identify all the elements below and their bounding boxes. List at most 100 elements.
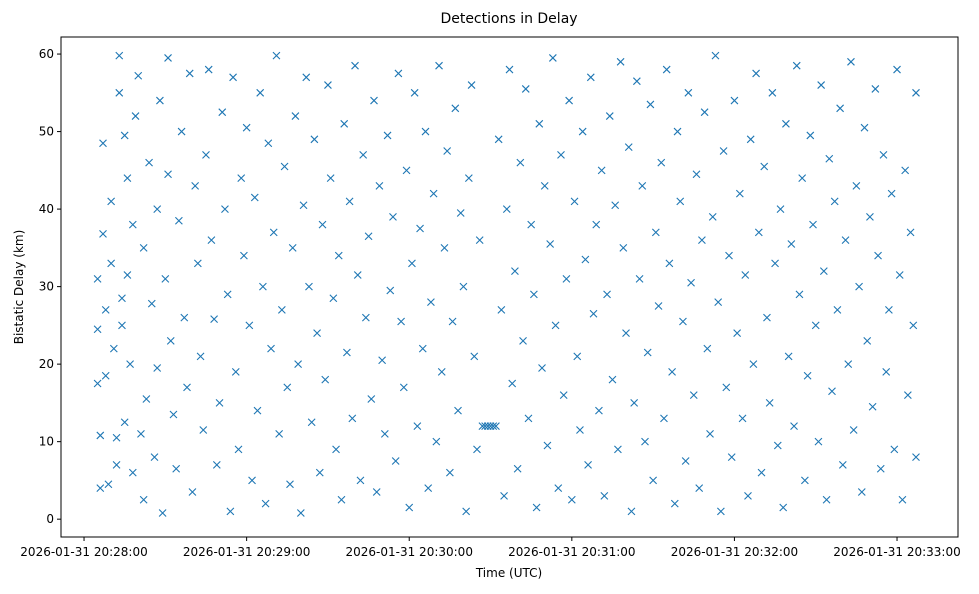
data-point <box>164 54 172 62</box>
data-point <box>269 228 278 237</box>
data-point <box>445 468 454 477</box>
data-point <box>137 430 145 438</box>
data-point <box>99 139 107 148</box>
data-point <box>822 495 831 504</box>
data-point <box>93 379 102 388</box>
data-point <box>112 461 121 469</box>
data-point <box>101 305 110 314</box>
data-point <box>275 430 284 438</box>
data-point <box>687 278 695 287</box>
data-point <box>145 158 153 167</box>
data-point <box>215 399 224 407</box>
data-point <box>692 170 701 179</box>
data-point <box>202 150 210 159</box>
data-point <box>261 499 270 508</box>
chart-title: Detections in Delay <box>440 11 577 27</box>
data-point <box>668 367 676 376</box>
data-point <box>716 507 725 516</box>
data-point <box>833 305 842 314</box>
data-point <box>912 453 920 462</box>
data-point <box>112 433 121 442</box>
data-point <box>421 127 430 136</box>
data-point <box>806 131 815 140</box>
data-point <box>231 367 240 376</box>
data-point <box>432 437 441 446</box>
data-point <box>616 57 625 66</box>
data-point <box>727 453 736 462</box>
data-point <box>427 298 435 307</box>
data-point <box>681 457 690 465</box>
data-point <box>326 174 335 182</box>
data-point <box>567 495 576 504</box>
data-point <box>448 317 457 326</box>
data-point <box>150 453 159 462</box>
data-point <box>632 77 641 86</box>
data-point <box>798 174 807 182</box>
data-point <box>825 154 834 163</box>
data-point <box>871 85 880 93</box>
data-point <box>174 216 183 225</box>
data-point <box>719 147 728 155</box>
data-point <box>603 290 611 299</box>
data-point <box>109 344 118 353</box>
data-point <box>733 329 742 338</box>
data-point <box>643 348 652 357</box>
data-point <box>857 488 866 496</box>
data-point <box>749 360 758 369</box>
data-point <box>128 220 137 229</box>
data-point <box>408 259 416 268</box>
data-point <box>364 232 373 241</box>
data-point <box>595 406 603 415</box>
data-point <box>318 220 327 229</box>
data-point <box>557 150 565 159</box>
data-point <box>890 445 899 454</box>
data-point <box>437 367 446 376</box>
y-axis-label: Bistatic Delay (km) <box>12 230 26 345</box>
data-point <box>708 212 717 221</box>
x-tick-label: 2026-01-31 20:28:00 <box>20 545 147 559</box>
data-point <box>277 305 286 314</box>
data-point <box>93 325 102 334</box>
data-point <box>180 313 189 322</box>
data-point <box>334 251 343 260</box>
data-point <box>698 236 706 244</box>
data-point <box>237 174 246 182</box>
data-point <box>597 166 606 175</box>
data-point <box>744 492 752 500</box>
data-point <box>513 464 522 473</box>
data-point <box>660 414 668 423</box>
data-point <box>532 503 541 512</box>
data-point <box>473 445 481 454</box>
y-tick-label: 20 <box>39 357 54 371</box>
data-point <box>337 495 346 504</box>
data-point <box>614 445 622 454</box>
data-point <box>657 158 666 167</box>
data-point <box>641 437 649 446</box>
data-point <box>765 399 774 407</box>
data-point <box>592 220 601 229</box>
data-point <box>397 317 405 326</box>
data-point <box>185 69 194 78</box>
data-point <box>882 367 891 376</box>
data-point <box>500 492 508 500</box>
data-point <box>134 71 143 80</box>
y-axis: 0 10 20 30 40 50 60 <box>39 47 61 526</box>
data-point <box>454 406 462 415</box>
data-point <box>711 51 720 60</box>
data-point <box>391 457 400 465</box>
data-point <box>763 313 771 322</box>
data-point <box>104 480 113 489</box>
data-point <box>630 399 639 407</box>
y-tick-label: 10 <box>39 435 54 449</box>
data-point <box>784 352 793 361</box>
data-point <box>611 201 620 210</box>
data-point <box>210 315 219 324</box>
data-point <box>115 51 124 60</box>
data-point <box>383 131 392 140</box>
data-point <box>754 228 763 237</box>
data-point <box>386 286 395 295</box>
data-point <box>562 274 571 283</box>
data-point <box>169 410 178 419</box>
data-point <box>535 119 544 128</box>
data-point <box>402 166 411 175</box>
